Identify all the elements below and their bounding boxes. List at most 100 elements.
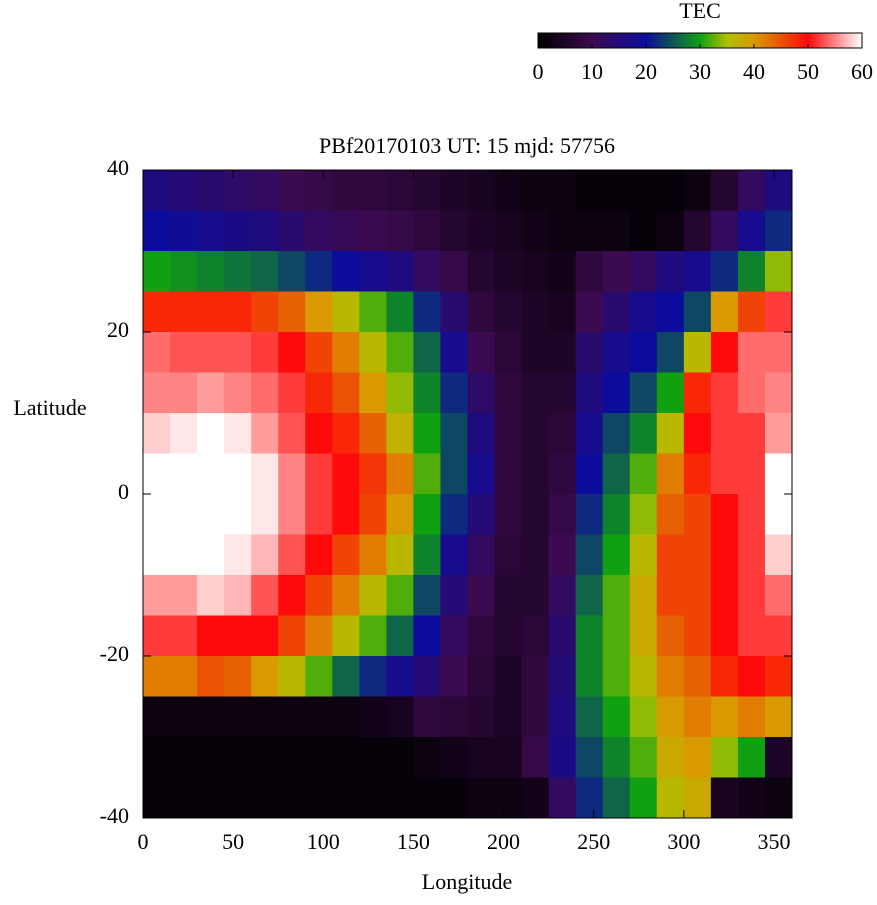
heat-cell: [467, 494, 496, 535]
heat-cell: [494, 332, 523, 373]
heat-cell: [224, 332, 252, 373]
heat-cell: [251, 372, 279, 414]
heat-cell: [683, 453, 712, 495]
heat-cell: [521, 534, 550, 576]
x-tick-label: 200: [487, 829, 520, 854]
heat-cell: [737, 777, 766, 819]
heat-cell: [278, 291, 306, 333]
heat-cell: [332, 777, 360, 819]
heat-cell: [548, 413, 577, 454]
heat-cell: [683, 494, 712, 535]
heat-cell: [629, 615, 658, 657]
heat-cell: [737, 251, 766, 292]
heat-cell: [548, 737, 577, 778]
heat-cell: [629, 656, 658, 697]
heat-cell: [386, 170, 414, 211]
heat-cell: [386, 777, 414, 819]
heat-cell: [251, 777, 279, 819]
heat-cell: [224, 534, 252, 576]
heat-cell: [548, 656, 577, 697]
heat-cell: [737, 534, 766, 576]
heat-cell: [224, 494, 252, 535]
heat-cell: [224, 453, 252, 495]
heat-cell: [413, 737, 441, 778]
heat-cell: [143, 210, 171, 252]
x-tick-label: 50: [222, 829, 244, 854]
heat-cell: [170, 210, 198, 252]
x-tick-label: 100: [307, 829, 340, 854]
heat-cell: [683, 210, 712, 252]
heat-cell: [251, 251, 279, 292]
x-tick-label: 350: [757, 829, 790, 854]
heat-cell: [359, 413, 387, 454]
heat-cell: [602, 291, 631, 333]
heat-cell: [413, 170, 441, 211]
heat-cell: [710, 534, 739, 576]
heat-cell: [197, 656, 225, 697]
heat-cell: [548, 170, 577, 211]
heat-cell: [494, 170, 523, 211]
heat-cell: [413, 777, 441, 819]
heat-cell: [494, 534, 523, 576]
x-tick-label: 300: [667, 829, 700, 854]
heat-cell: [359, 494, 387, 535]
heat-cell: [143, 534, 171, 576]
heat-cell: [413, 413, 441, 454]
heat-cell: [359, 251, 387, 292]
heat-cell: [251, 656, 279, 697]
heat-cell: [332, 413, 360, 454]
heat-cell: [467, 413, 496, 454]
heat-cell: [737, 656, 766, 697]
heat-cell: [602, 777, 631, 819]
heat-cell: [764, 251, 793, 292]
heat-cell: [467, 453, 496, 495]
heat-cell: [548, 453, 577, 495]
heat-cell: [413, 251, 441, 292]
heat-cell: [656, 413, 685, 454]
heat-cell: [764, 413, 793, 454]
heat-cell: [251, 615, 279, 657]
heat-cell: [737, 170, 766, 211]
heat-cell: [386, 696, 414, 738]
heat-cell: [575, 494, 604, 535]
heat-cell: [305, 251, 333, 292]
heat-cell: [359, 453, 387, 495]
heat-cell: [440, 210, 468, 252]
heat-cell: [656, 453, 685, 495]
heat-cell: [737, 494, 766, 535]
heat-cell: [440, 737, 468, 778]
heat-cell: [143, 615, 171, 657]
heat-cell: [197, 575, 225, 616]
heat-cell: [278, 413, 306, 454]
heat-cell: [629, 534, 658, 576]
heat-cell: [656, 656, 685, 697]
heat-cell: [575, 210, 604, 252]
heat-cell: [332, 656, 360, 697]
heat-cell: [629, 453, 658, 495]
heat-cell: [737, 453, 766, 495]
heat-cell: [521, 575, 550, 616]
heat-cell: [386, 494, 414, 535]
heat-cell: [764, 737, 793, 778]
heat-cell: [629, 737, 658, 778]
heat-cell: [521, 737, 550, 778]
heat-cell: [170, 291, 198, 333]
heat-cell: [143, 332, 171, 373]
heat-cell: [170, 534, 198, 576]
heat-cell: [521, 494, 550, 535]
heat-cell: [170, 494, 198, 535]
y-tick-label: -20: [100, 641, 129, 666]
heat-cell: [386, 453, 414, 495]
heat-cell: [656, 534, 685, 576]
heat-cell: [656, 291, 685, 333]
heat-cell: [521, 696, 550, 738]
colorbar-tick-label: 20: [635, 59, 657, 84]
heat-cell: [710, 413, 739, 454]
heat-cell: [278, 777, 306, 819]
heat-cell: [278, 170, 306, 211]
heat-cell: [656, 575, 685, 616]
heat-cell: [467, 575, 496, 616]
heat-cell: [278, 494, 306, 535]
heat-cell: [602, 656, 631, 697]
